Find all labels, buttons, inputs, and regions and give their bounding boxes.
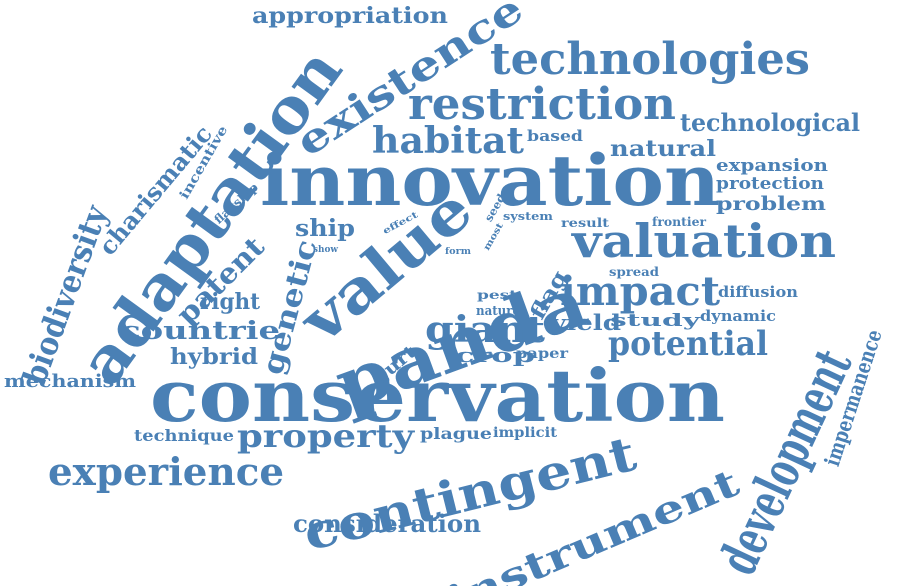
word-hybrid: hybrid xyxy=(170,344,258,370)
word-ship: ship xyxy=(295,215,355,242)
word-mechanism: mechanism xyxy=(4,371,136,392)
word-show: show xyxy=(313,245,338,255)
word-protection: protection xyxy=(716,174,824,194)
word-system: system xyxy=(503,210,553,223)
word-form: form xyxy=(445,247,471,257)
word-right: right xyxy=(200,289,260,315)
word-most: most xyxy=(482,221,506,253)
word-countrie: countrie xyxy=(120,316,280,345)
word-natural: natural xyxy=(610,136,716,162)
word-nature: nature xyxy=(476,304,520,319)
word-habitat: habitat xyxy=(372,120,524,162)
word-crop: crop xyxy=(455,343,535,367)
word-valuation: valuation xyxy=(572,214,836,268)
word-pest: pest xyxy=(477,288,517,302)
word-result: result xyxy=(561,216,609,230)
word-impact: impact xyxy=(560,268,720,315)
word-consideration: consideration xyxy=(293,509,481,538)
word-study: study xyxy=(610,311,700,331)
word-property: property xyxy=(237,417,414,455)
word-appropriation: appropriation xyxy=(252,3,448,29)
word-yield: yield xyxy=(551,310,621,335)
word-expansion: expansion xyxy=(716,156,828,176)
word-dynamic: dynamic xyxy=(700,307,776,325)
word-technologies: technologies xyxy=(490,34,810,85)
word-technique: technique xyxy=(134,426,234,445)
word-diffusion: diffusion xyxy=(718,283,798,301)
word-frontier: frontier xyxy=(652,215,706,229)
word-restriction: restriction xyxy=(408,79,676,130)
word-potential: potential xyxy=(608,324,768,364)
word-implicit: implicit xyxy=(493,425,557,441)
word-innovation: innovation xyxy=(260,139,720,222)
word-problem: problem xyxy=(716,193,826,215)
word-based: based xyxy=(527,127,583,145)
word-conservation: conservation xyxy=(150,353,725,438)
word-experience: experience xyxy=(48,449,284,494)
word-spread: spread xyxy=(609,265,659,279)
word-plague: plague xyxy=(420,424,492,443)
word-giant: giant xyxy=(425,309,545,351)
word-paper: paper xyxy=(516,346,568,362)
word-technological: technological xyxy=(680,108,860,137)
